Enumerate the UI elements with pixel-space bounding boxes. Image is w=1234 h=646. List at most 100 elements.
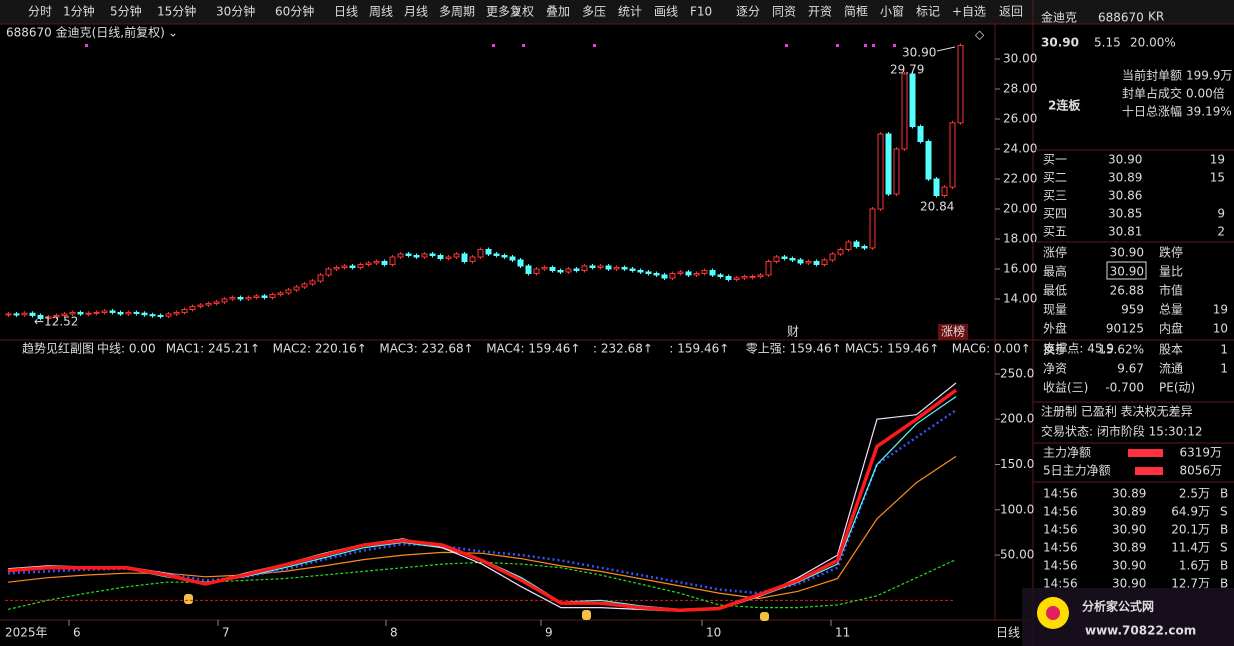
candle <box>717 274 724 277</box>
change: 5.15 <box>1094 36 1121 50</box>
toolbar-button[interactable]: 复权 <box>510 5 534 19</box>
toolbar-button[interactable]: F10 <box>690 5 712 19</box>
label: 5日主力净额 <box>1043 464 1111 478</box>
label: 26.88 <box>1110 284 1144 298</box>
candle <box>445 256 452 259</box>
toolbar-bg <box>0 0 1234 24</box>
candle <box>845 241 852 250</box>
y-tick-label: 30.00 <box>1003 52 1037 66</box>
candle <box>421 253 428 258</box>
label: 1 <box>1220 362 1228 376</box>
candle <box>597 265 604 268</box>
y-tick-label: 18.00 <box>1003 231 1037 245</box>
y-tick-label: 250.0 <box>1000 366 1034 380</box>
candle <box>341 265 348 268</box>
icon[interactable]: ◇ <box>975 28 985 42</box>
toolbar-button[interactable]: 简框 <box>844 5 868 19</box>
annotation: 30.90 <box>902 46 936 60</box>
candle <box>629 268 636 271</box>
toolbar-button[interactable]: 分时 <box>28 5 52 19</box>
icon[interactable]: ⌄ <box>168 26 178 40</box>
candle <box>813 260 820 265</box>
toolbar-button[interactable]: 标记 <box>916 5 940 19</box>
candle <box>13 313 20 316</box>
annotation: 财 <box>787 325 799 339</box>
legend-entry: MAC1: 245.21↑ <box>166 342 260 356</box>
toolbar-button[interactable]: 画线 <box>654 5 678 19</box>
flow-bar <box>1128 449 1163 457</box>
label: 现量 <box>1043 303 1067 317</box>
y-tick-label: 16.00 <box>1003 261 1037 275</box>
label: PE(动) <box>1159 381 1195 395</box>
legend-entry: 支撑点: 45.9 <box>1043 341 1114 356</box>
candle <box>565 268 572 273</box>
candle <box>181 308 188 313</box>
candle <box>485 248 492 255</box>
toolbar-button[interactable]: 逐分 <box>736 5 760 19</box>
candle <box>197 304 204 307</box>
candle <box>333 266 340 270</box>
label: 8056万 <box>1179 464 1222 478</box>
toolbar-button[interactable]: 返回 <box>999 5 1023 19</box>
candle <box>549 266 556 271</box>
candle <box>765 260 772 276</box>
label: 总量 <box>1159 303 1183 317</box>
toolbar-button[interactable]: 开资 <box>808 5 832 19</box>
toolbar-button[interactable]: 同资 <box>772 5 796 19</box>
label: 959 <box>1121 303 1144 317</box>
candle <box>925 141 932 180</box>
candle <box>117 311 124 315</box>
candle <box>749 275 756 278</box>
candle <box>781 256 788 259</box>
toolbar-button[interactable]: 多周期 <box>439 5 475 19</box>
candle <box>21 312 28 316</box>
candle <box>101 310 108 313</box>
candle <box>501 254 508 258</box>
candle <box>93 311 100 314</box>
label: 内盘 <box>1159 321 1183 336</box>
label: 14:56 <box>1043 541 1078 555</box>
toolbar-button[interactable]: 1分钟 <box>63 4 95 19</box>
label: 15.62% <box>1098 343 1144 357</box>
candle <box>701 269 708 274</box>
chart-header: 688670 金迪克(日线,前复权) <box>6 25 165 40</box>
annotation: 29.79 <box>890 63 924 77</box>
toolbar-button[interactable]: 小窗 <box>880 5 904 19</box>
pct: 20.00% <box>1130 36 1176 50</box>
label: 最低 <box>1043 284 1067 298</box>
label: 14:56 <box>1043 487 1078 501</box>
label: 30.90 <box>1108 153 1142 167</box>
y-tick-label: 150.0 <box>1000 457 1034 471</box>
toolbar-button[interactable]: 周线 <box>369 5 393 19</box>
toolbar-button[interactable]: 5分钟 <box>110 4 142 19</box>
toolbar-button[interactable]: 更多 〉 <box>486 5 526 19</box>
toolbar-button[interactable]: 统计 <box>618 5 642 19</box>
candle <box>413 254 420 258</box>
label: 14:56 <box>1043 523 1078 537</box>
candle <box>605 265 612 270</box>
toolbar-button[interactable]: 多压 <box>582 5 606 19</box>
toolbar-button[interactable]: 月线 <box>404 5 428 19</box>
candle <box>165 313 172 317</box>
label: 15 <box>1210 171 1225 185</box>
candle <box>645 271 652 274</box>
label: 涨停 <box>1043 245 1067 260</box>
tag: KR <box>1148 10 1164 24</box>
price: 30.90 <box>1041 36 1079 50</box>
toolbar-button[interactable]: 日线 <box>334 5 358 19</box>
candle <box>621 266 628 270</box>
indicator-line <box>7 559 957 610</box>
label: 2.5万 <box>1179 487 1210 501</box>
label: 19 <box>1213 303 1228 317</box>
candle <box>149 314 156 317</box>
toolbar-button[interactable]: 15分钟 <box>157 4 196 19</box>
toolbar-button[interactable]: 30分钟 <box>216 4 255 19</box>
toolbar-button[interactable]: 60分钟 <box>275 4 314 19</box>
candle <box>637 269 644 273</box>
stock-name: 金迪克 <box>1041 10 1077 25</box>
candle <box>381 260 388 265</box>
candle <box>693 272 700 276</box>
toolbar-button[interactable]: 叠加 <box>546 5 570 19</box>
toolbar-button[interactable]: +自选 <box>952 5 986 19</box>
label: B <box>1220 523 1228 537</box>
